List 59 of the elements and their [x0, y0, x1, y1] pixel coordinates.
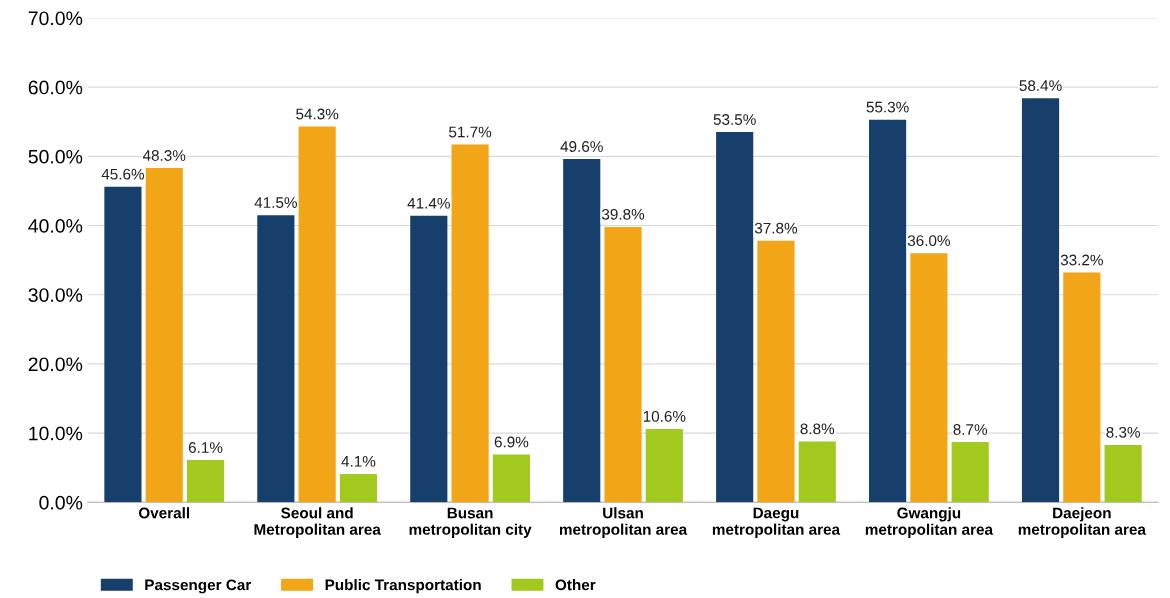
y-tick-label: 10.0%	[29, 426, 83, 441]
bar	[1104, 444, 1142, 503]
bar	[339, 473, 378, 503]
data-label: 39.8%	[601, 208, 645, 220]
bar	[1063, 272, 1101, 503]
x-tick-label: Overall	[138, 507, 190, 519]
data-label: 58.4%	[1019, 80, 1062, 92]
x-tick-label: Daejeon metropolitan area	[1018, 507, 1147, 538]
bar	[910, 253, 948, 503]
data-label: 6.9%	[494, 436, 529, 448]
y-tick-label: 60.0%	[28, 80, 83, 95]
y-tick-label: 70.0%	[28, 11, 83, 26]
y-tick-label: 20.0%	[28, 357, 83, 372]
bar	[951, 442, 989, 503]
legend-label: Other	[555, 579, 596, 591]
bar	[604, 226, 642, 503]
data-label: 41.4%	[407, 197, 450, 209]
data-label: 8.3%	[1106, 426, 1140, 438]
bar	[492, 454, 530, 503]
bar	[798, 441, 836, 503]
legend-label: Public Transportation	[325, 579, 481, 594]
x-tick-label: Daegu metropolitan area	[712, 507, 841, 538]
bar	[451, 144, 489, 503]
data-label: 45.6%	[101, 168, 145, 180]
bar	[298, 126, 336, 503]
data-label: 37.8%	[754, 222, 798, 234]
data-label: 49.6%	[560, 141, 603, 152]
data-label: 6.1%	[188, 442, 223, 453]
data-label: 53.5%	[713, 114, 756, 125]
data-label: 33.2%	[1060, 254, 1103, 266]
data-label: 48.3%	[142, 150, 186, 161]
data-label: 36.0%	[907, 235, 951, 247]
y-tick-label: 0.0%	[39, 495, 83, 510]
bar	[145, 168, 183, 503]
bar	[410, 215, 448, 503]
bar	[1021, 98, 1060, 503]
bar	[645, 428, 683, 503]
bar	[186, 460, 225, 503]
bar	[716, 132, 754, 503]
x-tick-label: Ulsan metropolitan area	[559, 507, 688, 538]
y-tick-label: 40.0%	[28, 219, 83, 233]
x-tick-label: Seoul and Metropolitan area	[254, 507, 381, 538]
bar	[104, 186, 142, 503]
x-tick-label: Gwangju metropolitan area	[865, 507, 994, 538]
x-tick-label: Busan metropolitan city	[409, 507, 532, 538]
legend-label: Passenger Car	[145, 579, 252, 594]
data-label: 55.3%	[866, 101, 909, 113]
bar	[869, 119, 907, 503]
data-label: 8.7%	[953, 424, 988, 435]
bar	[257, 215, 295, 503]
bar	[563, 159, 601, 503]
data-label: 54.3%	[296, 108, 339, 120]
data-label: 4.1%	[341, 456, 376, 467]
y-tick-label: 30.0%	[28, 288, 83, 302]
y-tick-label: 50.0%	[28, 149, 83, 164]
data-label: 51.7%	[449, 126, 492, 138]
data-label: 8.8%	[800, 423, 835, 435]
data-label: 41.5%	[254, 197, 297, 208]
data-label: 10.6%	[643, 410, 686, 422]
